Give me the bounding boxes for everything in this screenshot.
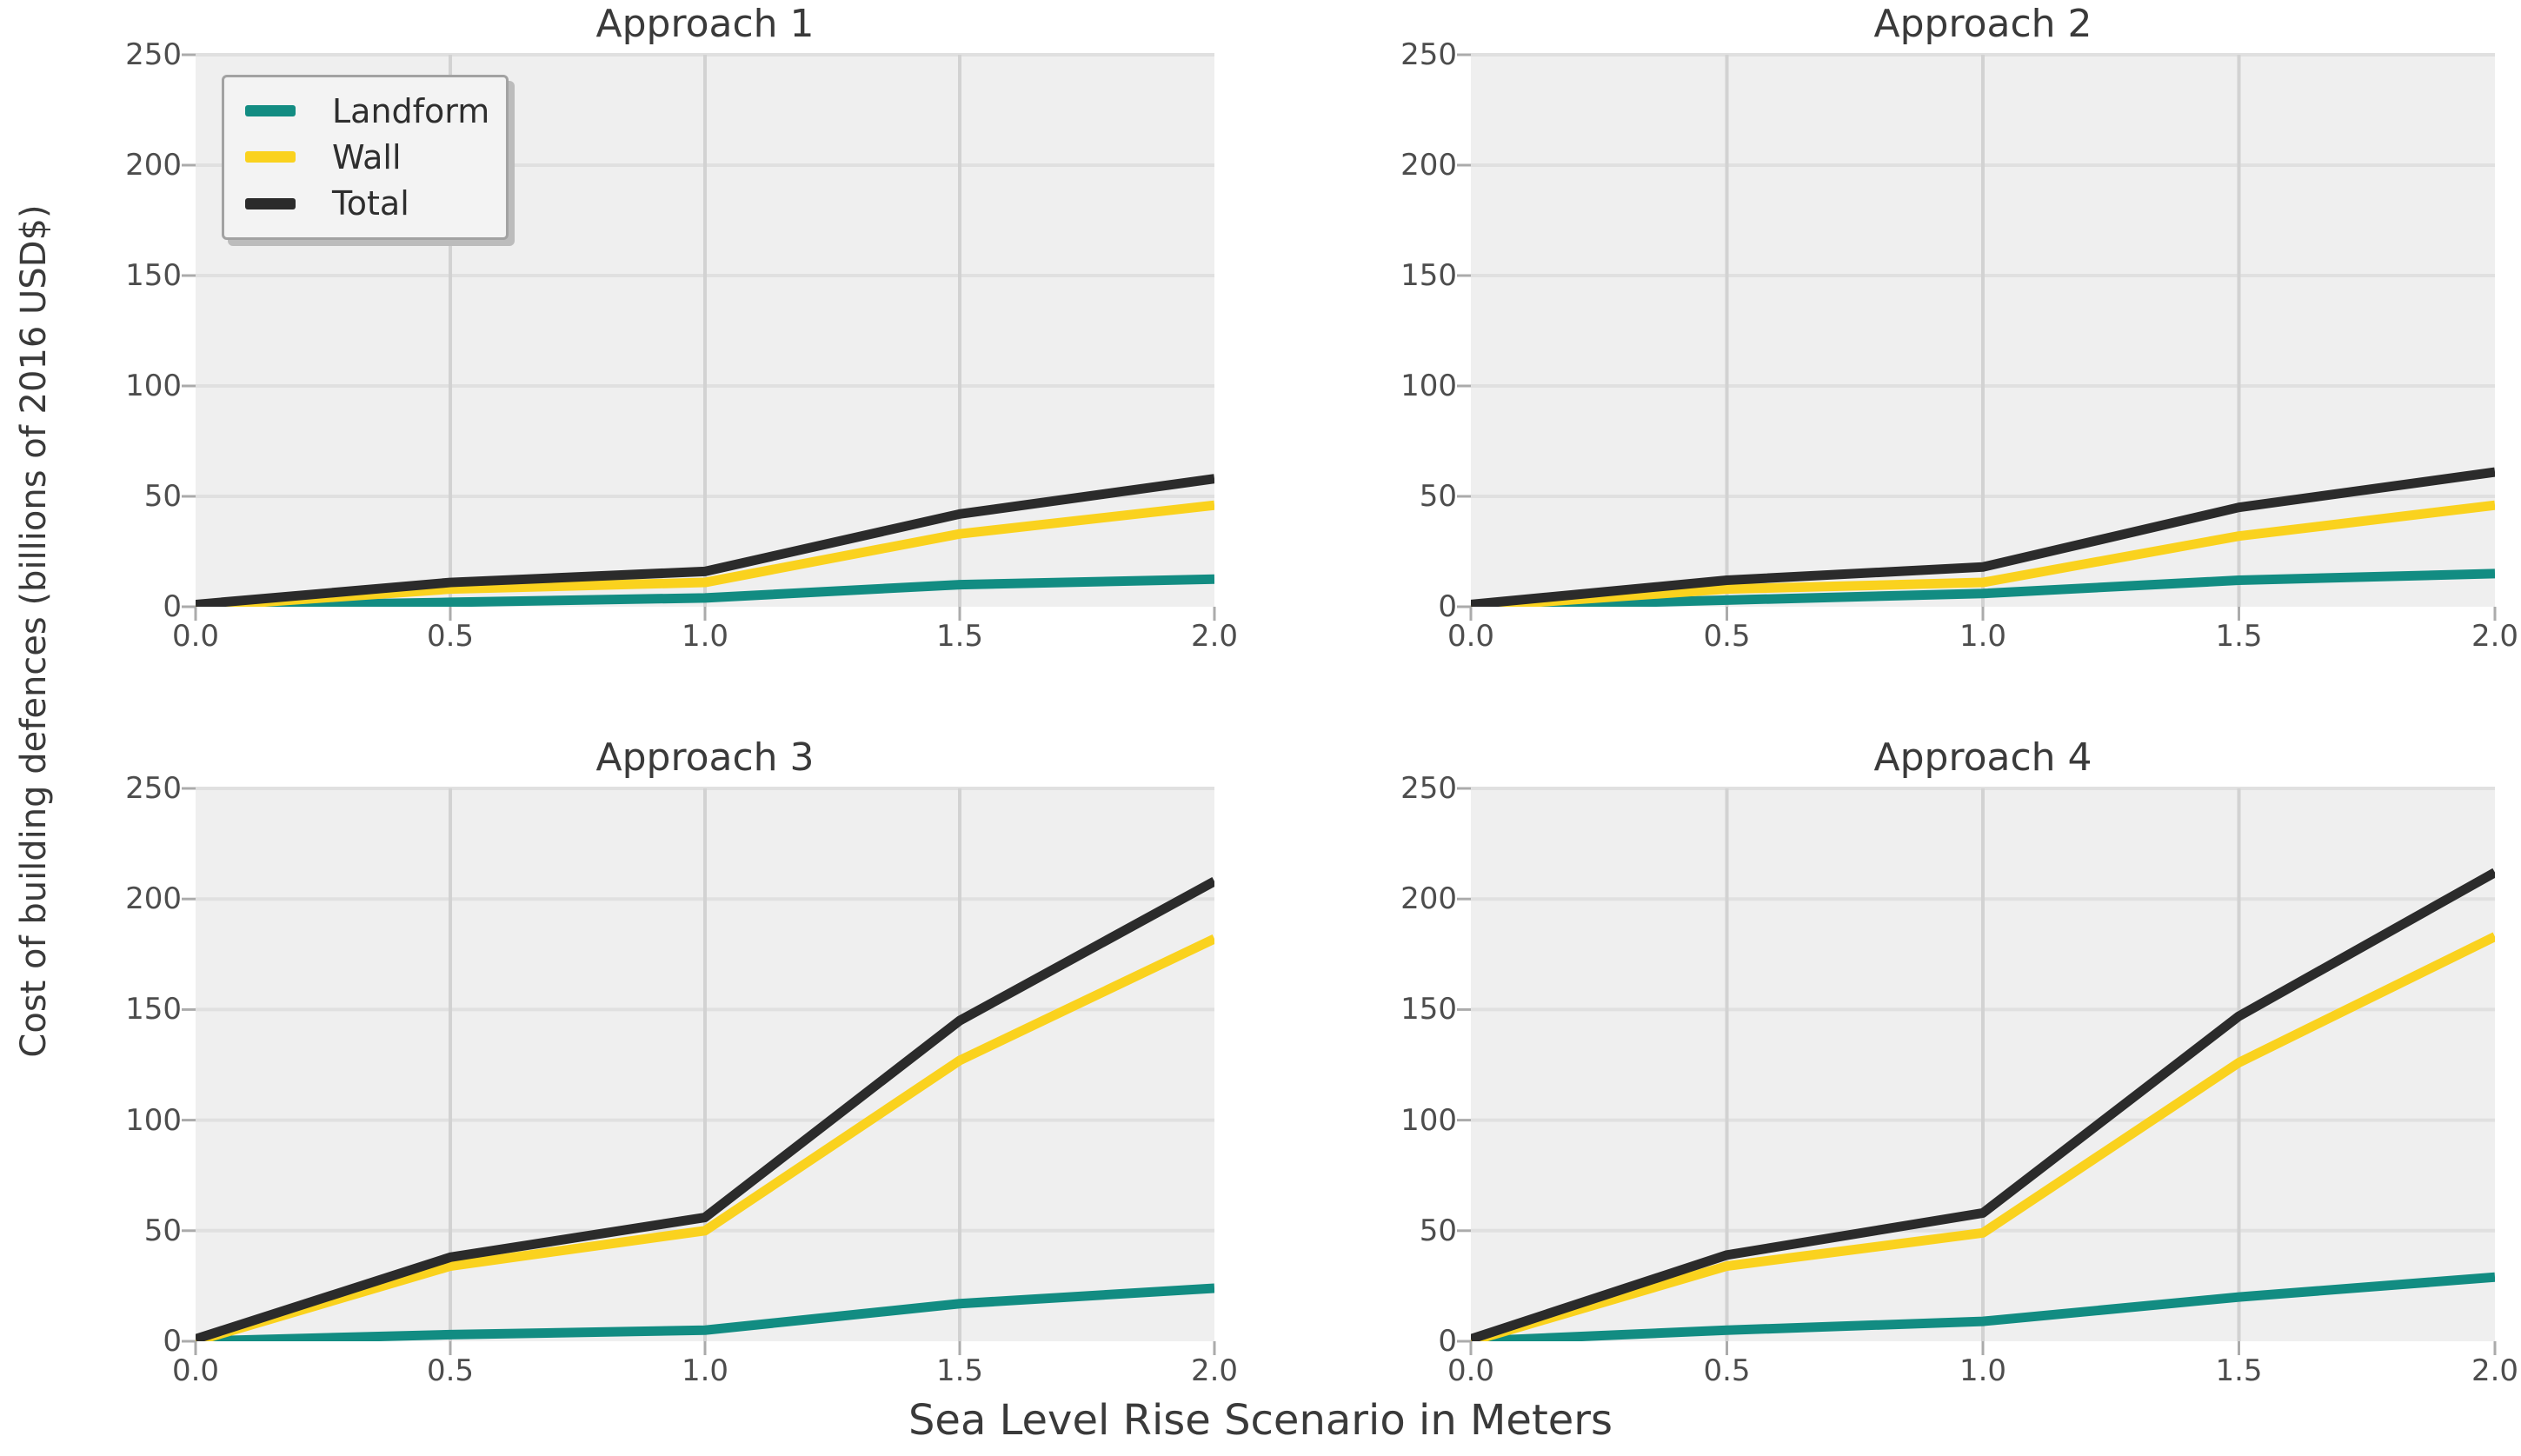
x-tick-label: 1.0 <box>1959 619 2007 654</box>
plot-panel-approach-4 <box>1457 787 2497 1355</box>
landform-line <box>1471 568 2495 607</box>
y-tick-label: 0 <box>1438 589 1457 624</box>
legend-item-landform: Landform <box>245 95 497 128</box>
chart-title-approach-1: Approach 1 <box>595 2 815 46</box>
x-axis-label: Sea Level Rise Scenario in Meters <box>908 1396 1613 1445</box>
plot-panel-approach-2 <box>1457 53 2497 621</box>
y-tick-label: 250 <box>125 37 182 72</box>
x-tick-label: 1.0 <box>681 619 729 654</box>
y-tick-label: 0 <box>1438 1324 1457 1359</box>
wall-line <box>196 934 1214 1341</box>
legend-item-total: Total <box>245 187 497 220</box>
x-tick-label: 1.5 <box>2215 1353 2263 1388</box>
wall-line-swatch <box>245 151 296 163</box>
total-line <box>196 474 1214 607</box>
plot-panel-approach-3 <box>182 787 1216 1355</box>
x-tick-label: 1.0 <box>1959 1353 2007 1388</box>
wall-line <box>1471 932 2495 1341</box>
landform-line-swatch <box>245 105 296 117</box>
x-tick-label: 1.5 <box>935 619 984 654</box>
total-line <box>1471 467 2495 607</box>
y-tick-label: 100 <box>125 369 182 403</box>
y-axis-label: Cost of building defences (billions of 2… <box>14 204 54 1058</box>
y-tick-label: 100 <box>1400 1102 1457 1138</box>
x-tick-label: 1.5 <box>935 1353 984 1388</box>
y-tick-label: 50 <box>143 1213 182 1248</box>
y-tick-label: 150 <box>125 992 182 1027</box>
x-tick-label: 2.0 <box>1190 619 1239 654</box>
wall-line <box>196 500 1214 607</box>
legend-label-total: Total <box>332 184 409 223</box>
x-tick-label: 1.0 <box>681 1353 729 1388</box>
y-tick-label: 200 <box>1400 148 1457 183</box>
plot-panel-approach-1 <box>182 53 1216 621</box>
y-tick-label: 200 <box>125 148 182 183</box>
y-tick-label: 0 <box>163 1324 182 1359</box>
legend-label-wall: Wall <box>332 137 402 176</box>
total-line-swatch <box>245 197 296 209</box>
x-tick-label: 2.0 <box>2471 619 2519 654</box>
legend-label-landform: Landform <box>332 91 490 130</box>
x-tick-label: 0.5 <box>426 619 475 654</box>
legend-item-wall: Wall <box>245 141 497 174</box>
legend-box: Landform Wall Total <box>222 75 509 240</box>
x-tick-label: 0.0 <box>171 1353 220 1388</box>
total-line <box>1471 868 2495 1341</box>
x-tick-label: 0.0 <box>1447 619 1495 654</box>
y-tick-label: 50 <box>1419 1213 1457 1248</box>
chart-title-approach-2: Approach 2 <box>1873 2 2092 46</box>
y-tick-label: 50 <box>143 479 182 514</box>
y-tick-label: 250 <box>1400 771 1457 806</box>
chart-title-approach-3: Approach 3 <box>595 735 815 780</box>
wall-line <box>1471 500 2495 607</box>
y-tick-label: 150 <box>1400 992 1457 1027</box>
y-tick-label: 250 <box>125 771 182 806</box>
chart-title-approach-4: Approach 4 <box>1873 735 2092 780</box>
x-tick-label: 0.5 <box>1703 1353 1751 1388</box>
landform-line <box>1471 1272 2495 1341</box>
y-tick-label: 250 <box>1400 37 1457 72</box>
y-tick-label: 150 <box>125 258 182 293</box>
x-tick-label: 0.0 <box>1447 1353 1495 1388</box>
y-tick-label: 200 <box>125 881 182 917</box>
x-tick-label: 0.5 <box>1703 619 1751 654</box>
x-tick-label: 1.5 <box>2215 619 2263 654</box>
x-tick-label: 2.0 <box>1190 1353 1239 1388</box>
y-tick-label: 50 <box>1419 479 1457 514</box>
y-tick-label: 100 <box>125 1102 182 1138</box>
x-tick-label: 0.5 <box>426 1353 475 1388</box>
y-tick-label: 200 <box>1400 881 1457 917</box>
x-tick-label: 2.0 <box>2471 1353 2519 1388</box>
y-tick-label: 150 <box>1400 258 1457 293</box>
landform-line <box>196 1283 1214 1341</box>
y-tick-label: 100 <box>1400 369 1457 403</box>
x-tick-label: 0.0 <box>171 619 220 654</box>
total-line <box>196 877 1214 1341</box>
y-tick-label: 0 <box>163 589 182 624</box>
landform-line <box>196 574 1214 607</box>
